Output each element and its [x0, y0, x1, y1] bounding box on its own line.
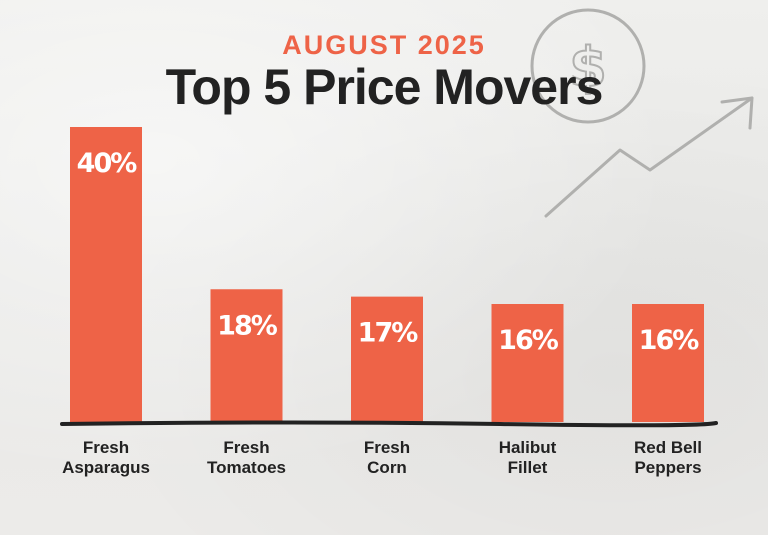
category-label: Fresh — [83, 438, 129, 457]
category-label: Halibut — [499, 438, 557, 457]
bar-value-label: 16% — [498, 325, 559, 356]
bar — [491, 304, 564, 422]
category-label: Asparagus — [62, 458, 150, 477]
chart-subtitle: AUGUST 2025 — [282, 30, 486, 60]
dollar-sign: $ — [569, 36, 607, 99]
bar-value-label: 18% — [217, 310, 278, 341]
category-label: Tomatoes — [207, 458, 286, 477]
bar — [210, 289, 283, 422]
category-label: Corn — [367, 458, 407, 477]
bar — [632, 304, 704, 422]
bar-value-label: 17% — [358, 318, 419, 349]
category-label: Fillet — [508, 458, 548, 477]
category-label: Red Bell — [634, 438, 702, 457]
category-label: Fresh — [364, 438, 410, 457]
category-label: Peppers — [634, 458, 701, 477]
dollar-coin-icon: $ — [530, 8, 646, 124]
trend-up-arrow-icon — [544, 96, 754, 218]
bar — [351, 296, 423, 422]
baseline — [60, 420, 718, 428]
category-label: Fresh — [223, 438, 269, 457]
bar — [70, 127, 142, 422]
bar-value-label: 40% — [77, 148, 138, 179]
bar-value-label: 16% — [639, 325, 700, 356]
chart-title: Top 5 Price Movers — [165, 59, 604, 115]
